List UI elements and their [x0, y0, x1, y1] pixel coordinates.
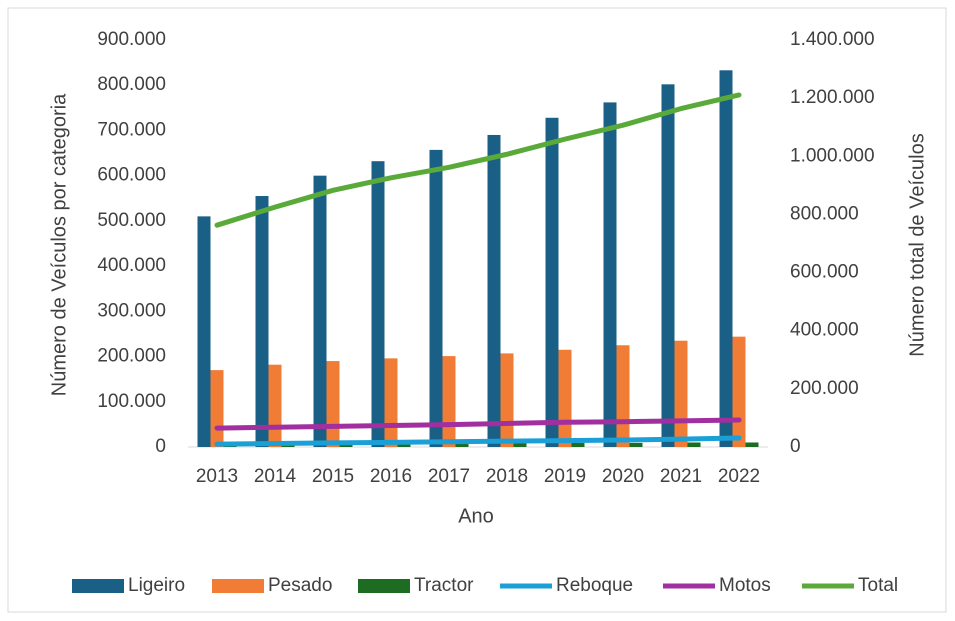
- x-tick-label: 2016: [370, 466, 412, 487]
- y-tick-label: 400.000: [97, 255, 166, 276]
- x-axis-title: Ano: [458, 505, 494, 527]
- bar: [629, 442, 643, 447]
- y-axis-title: Número de Veículos por categoria: [48, 93, 70, 396]
- y-tick-label: 0: [155, 436, 166, 457]
- bar: [313, 175, 327, 447]
- x-tick-label: 2013: [196, 466, 238, 487]
- y-tick-label: 500.000: [97, 210, 166, 231]
- bar: [429, 149, 443, 447]
- x-tick-label: 2019: [544, 466, 586, 487]
- y2-tick-label: 800.000: [790, 203, 859, 224]
- bar: [197, 216, 211, 447]
- bar: [603, 102, 617, 447]
- line-series: [214, 435, 742, 447]
- bar: [674, 340, 688, 447]
- y2-tick-label: 0: [790, 436, 801, 457]
- line-series: [214, 417, 742, 431]
- y2-tick-label: 1.000.000: [790, 145, 875, 166]
- x-tick-label: 2020: [602, 466, 644, 487]
- y-tick-label: 700.000: [97, 119, 166, 140]
- y2-tick-label: 600.000: [790, 262, 859, 283]
- legend-label: Ligeiro: [128, 575, 185, 596]
- x-tick-label: 2015: [312, 466, 354, 487]
- chart-frame: [7, 7, 947, 613]
- line-series: [214, 92, 742, 228]
- bar: [719, 70, 733, 447]
- legend-label: Motos: [719, 575, 771, 596]
- bar: [255, 196, 269, 447]
- y2-tick-label: 400.000: [790, 320, 859, 341]
- x-tick-label: 2014: [254, 466, 297, 487]
- bar: [513, 442, 527, 447]
- x-tick-label: 2017: [428, 466, 470, 487]
- x-tick-label: 2022: [718, 466, 760, 487]
- bar: [268, 364, 282, 447]
- x-tick-label: 2018: [486, 466, 528, 487]
- bar: [500, 353, 514, 447]
- legend-swatch: [72, 579, 124, 593]
- y-tick-label: 800.000: [97, 74, 166, 95]
- bar: [661, 84, 675, 447]
- bar: [455, 442, 469, 447]
- y2-axis-title: Número total de Veículos: [906, 133, 928, 356]
- y2-tick-label: 1.200.000: [790, 87, 875, 108]
- bar: [371, 161, 385, 447]
- bar: [732, 336, 746, 447]
- bar: [487, 134, 501, 447]
- y-tick-label: 100.000: [97, 391, 166, 412]
- y-tick-label: 200.000: [97, 346, 166, 367]
- bar: [442, 356, 456, 447]
- bar: [326, 361, 340, 447]
- bar: [558, 349, 572, 447]
- legend-label: Pesado: [268, 575, 332, 596]
- y-tick-label: 300.000: [97, 300, 166, 321]
- bar: [397, 443, 411, 447]
- bar: [616, 345, 630, 447]
- bar: [745, 442, 759, 447]
- y2-tick-label: 200.000: [790, 378, 859, 399]
- y2-tick-label: 1.400.000: [790, 29, 875, 50]
- bar: [384, 358, 398, 447]
- bar: [545, 117, 559, 447]
- x-tick-label: 2021: [660, 466, 702, 487]
- legend-swatch: [212, 579, 264, 593]
- bar: [210, 370, 224, 447]
- legend-label: Total: [858, 575, 898, 596]
- bar: [571, 442, 585, 447]
- legend-swatch: [358, 579, 410, 593]
- legend-label: Reboque: [556, 575, 633, 596]
- bar: [687, 442, 701, 447]
- y-tick-label: 900.000: [97, 29, 166, 50]
- legend-label: Tractor: [414, 575, 474, 596]
- y-tick-label: 600.000: [97, 165, 166, 186]
